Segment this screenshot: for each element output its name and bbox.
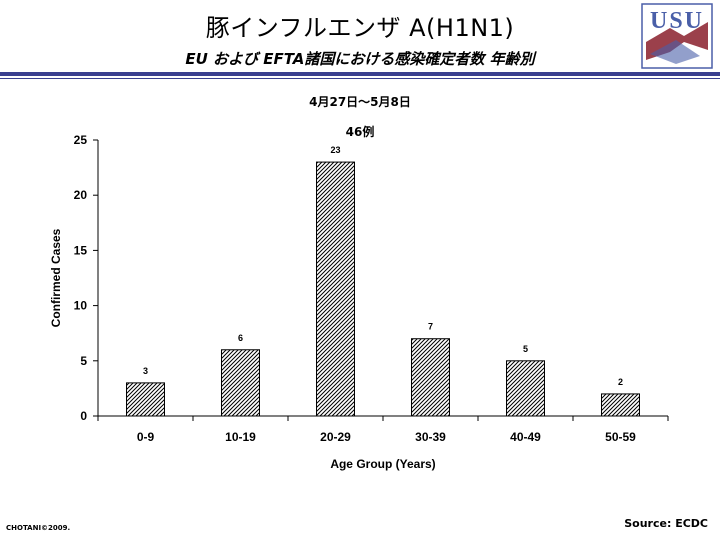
chart-annotation: 46例 <box>346 124 375 139</box>
logo-text: USU <box>650 8 704 34</box>
bar-40-49 <box>506 360 545 417</box>
bars: 3 6 23 7 5 2 <box>126 145 640 417</box>
x-tick-label: 20-29 <box>320 430 351 444</box>
shield-icon <box>641 3 713 69</box>
data-label: 5 <box>523 344 528 354</box>
source-text: Source: ECDC <box>624 517 708 530</box>
bar-50-59 <box>601 393 640 417</box>
y-tick-label: 15 <box>74 243 88 257</box>
data-label: 7 <box>428 322 433 332</box>
header-rule-thin <box>0 78 720 79</box>
data-label: 3 <box>143 366 148 376</box>
x-tick-label: 0-9 <box>137 430 155 444</box>
data-label: 23 <box>330 145 340 155</box>
x-axis-title: Age Group (Years) <box>330 457 435 471</box>
y-tick-label: 5 <box>80 354 87 368</box>
y-tick-label: 10 <box>74 299 88 313</box>
y-tick-label: 25 <box>74 133 88 147</box>
y-axis-title: Confirmed Cases <box>49 228 63 327</box>
bar-30-39 <box>411 338 450 417</box>
data-label: 2 <box>618 377 623 387</box>
y-tick-label: 0 <box>80 409 87 423</box>
copyright-text: CHOTANI©2009. <box>6 524 71 532</box>
header-rule <box>0 72 720 76</box>
bar-10-19 <box>221 349 260 417</box>
bar-0-9 <box>126 382 165 417</box>
slide-subtitle: EU および EFTA諸国における感染確定者数 年齢別 <box>185 50 535 68</box>
slide-title: 豚インフルエンザ A(H1N1) <box>205 14 515 42</box>
x-tick-label: 30-39 <box>415 430 446 444</box>
data-label: 6 <box>238 333 243 343</box>
y-tick-label: 20 <box>74 188 88 202</box>
x-tick-label: 50-59 <box>605 430 636 444</box>
date-range: 4月27日～5月8日 <box>309 95 411 109</box>
x-tick-label: 40-49 <box>510 430 541 444</box>
bar-20-29 <box>316 161 355 417</box>
x-axis: 0-9 10-19 20-29 30-39 40-49 50-59 <box>97 415 669 444</box>
university-logo: USU <box>641 3 713 69</box>
x-tick-label: 10-19 <box>225 430 256 444</box>
y-axis: 0 5 10 15 20 25 <box>74 133 99 423</box>
